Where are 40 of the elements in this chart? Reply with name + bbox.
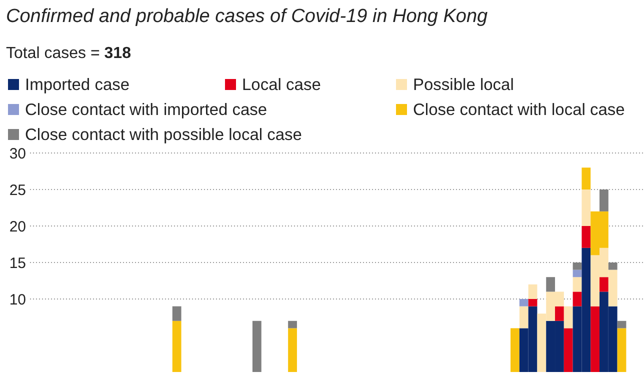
bar bbox=[555, 306, 564, 321]
legend-label: Close contact with possible local case bbox=[25, 126, 302, 144]
bar bbox=[572, 292, 582, 306]
bar bbox=[582, 168, 591, 190]
bar bbox=[172, 306, 182, 321]
bar bbox=[572, 277, 582, 292]
legend-label: Imported case bbox=[25, 76, 130, 94]
bar bbox=[528, 284, 538, 299]
bar bbox=[546, 277, 556, 292]
bar bbox=[288, 328, 297, 372]
bar bbox=[617, 320, 626, 328]
bar bbox=[582, 190, 591, 226]
bar bbox=[564, 328, 573, 372]
bar bbox=[172, 320, 182, 372]
y-tick-label: 10 bbox=[9, 291, 26, 308]
bar bbox=[600, 190, 608, 212]
bar bbox=[572, 270, 582, 278]
chart-subtitle: Total cases = 318 bbox=[6, 45, 132, 62]
bar bbox=[252, 320, 262, 372]
bar bbox=[528, 299, 538, 306]
y-tick-label: 25 bbox=[9, 182, 26, 199]
legend-label: Close contact with local case bbox=[413, 101, 625, 119]
bar bbox=[564, 306, 573, 328]
bar bbox=[519, 306, 528, 328]
bar bbox=[617, 328, 626, 372]
y-tick-label: 30 bbox=[9, 145, 26, 162]
bar bbox=[288, 320, 297, 328]
y-tick-label: 15 bbox=[9, 254, 26, 272]
bar bbox=[519, 299, 528, 306]
bar bbox=[608, 262, 618, 270]
y-tick-label: 20 bbox=[9, 218, 26, 236]
bar bbox=[510, 328, 520, 372]
bar bbox=[582, 226, 591, 248]
chart-title: Confirmed and probable cases of Covid-19 in Hong Kong bbox=[6, 6, 488, 27]
bar bbox=[590, 306, 600, 372]
legend-label: Local case bbox=[242, 76, 321, 94]
bar bbox=[572, 262, 582, 270]
legend-label: Close contact with imported case bbox=[25, 101, 268, 119]
bar bbox=[600, 277, 608, 292]
legend-label: Possible local bbox=[413, 76, 514, 94]
